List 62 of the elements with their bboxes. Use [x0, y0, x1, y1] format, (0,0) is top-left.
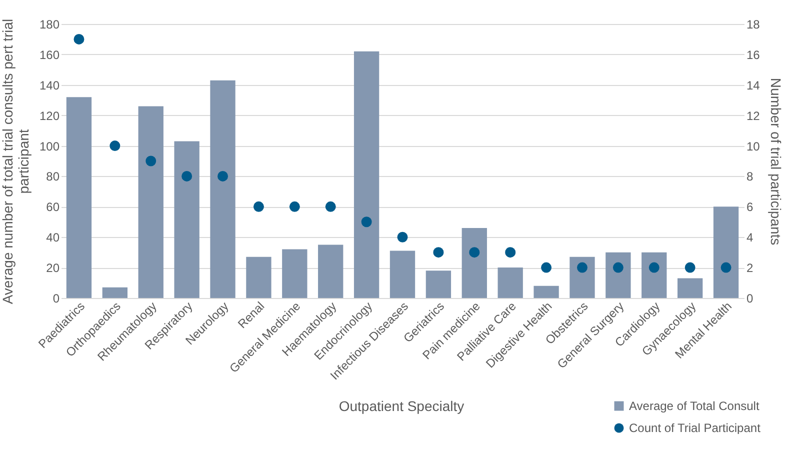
bar	[390, 250, 416, 298]
y2-tick-label: 6	[746, 200, 754, 214]
bar	[606, 252, 631, 298]
bar	[174, 141, 200, 298]
legend-label: Average of Total Consult	[629, 399, 760, 413]
bar	[462, 228, 487, 298]
y2-tick-label: 10	[746, 139, 760, 154]
point	[74, 34, 84, 44]
point	[218, 170, 228, 182]
y2-tick-label: 14	[746, 78, 760, 92]
y-tick-label: 80	[46, 170, 60, 184]
y2-tick-label: 4	[746, 230, 754, 245]
bar	[66, 97, 92, 298]
point	[684, 262, 696, 273]
y-tick-label: 160	[39, 48, 60, 62]
point	[146, 156, 156, 166]
bar	[426, 270, 452, 298]
y-tick-label: 60	[46, 200, 60, 214]
bar	[498, 268, 523, 298]
y-tick-label: 40	[46, 230, 60, 245]
y2-axis-title: Number of trial participants	[768, 78, 784, 246]
point	[397, 232, 408, 242]
bar	[138, 106, 164, 298]
bar	[570, 256, 595, 298]
bar	[318, 244, 344, 298]
point	[469, 247, 480, 258]
y2-tick-label: 2	[746, 261, 754, 276]
point	[433, 247, 444, 258]
bar	[210, 80, 236, 298]
y-tick-label: 20	[46, 261, 60, 276]
x-axis-title: Outpatient Specialty	[338, 398, 464, 414]
y-tick-label: 140	[39, 78, 60, 92]
bar	[282, 249, 308, 298]
y-tick-label: 0	[52, 292, 60, 306]
point	[361, 216, 372, 228]
point	[612, 262, 624, 273]
point	[110, 140, 120, 152]
y2-tick-label: 12	[746, 108, 760, 123]
point	[648, 262, 660, 273]
y-axis-title: Average number of total trial consults pert trial participant	[0, 18, 32, 304]
y2-tick-label: 8	[746, 170, 754, 184]
bar	[102, 287, 128, 298]
point	[253, 201, 264, 212]
y-tick-label: 120	[39, 108, 60, 123]
point	[576, 262, 588, 273]
point	[505, 247, 516, 258]
bar	[534, 286, 559, 298]
point	[325, 201, 336, 212]
y-tick-label: 180	[39, 18, 60, 32]
bar	[354, 51, 380, 298]
y2-tick-label: 0	[746, 292, 754, 306]
bar	[713, 206, 739, 298]
y2-tick-label: 18	[746, 18, 760, 32]
y-tick-label: 100	[39, 139, 60, 154]
bar	[246, 256, 272, 298]
bar	[677, 278, 703, 298]
y2-tick-label: 16	[746, 48, 760, 62]
point	[289, 201, 300, 212]
point	[541, 262, 552, 273]
bar	[642, 252, 667, 298]
point	[720, 262, 732, 273]
point	[182, 170, 192, 182]
